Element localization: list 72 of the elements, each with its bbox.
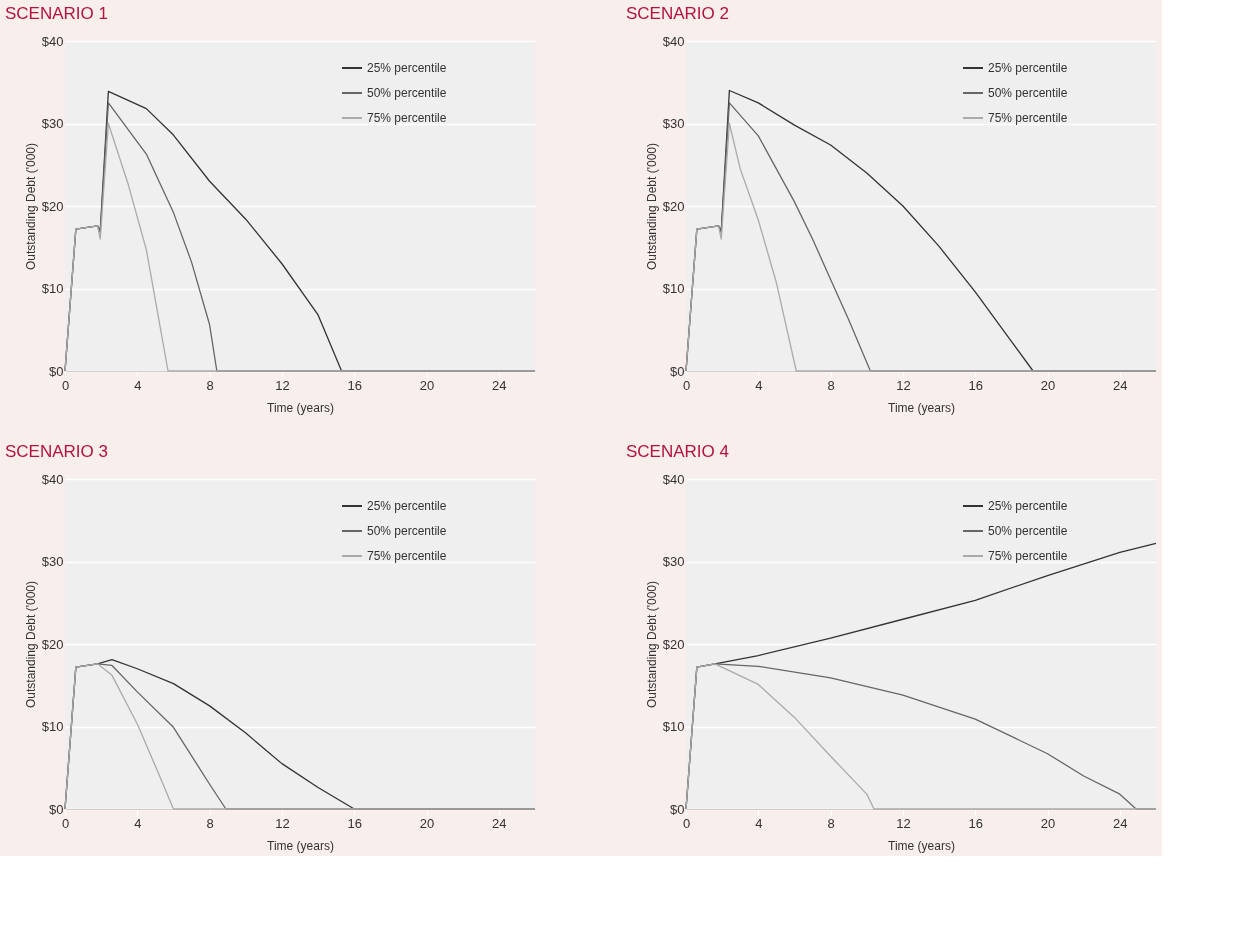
- y-tick-label: $30: [662, 554, 685, 569]
- x-tick-label: 12: [275, 377, 290, 393]
- legend-label: 75% percentile: [988, 549, 1068, 563]
- x-tick-label: 20: [1040, 377, 1056, 393]
- x-tick-label: 0: [61, 815, 70, 831]
- y-tick-label: $30: [41, 554, 64, 569]
- y-axis-title: Outstanding Debt ('000): [23, 142, 38, 271]
- x-tick-label: 0: [682, 815, 691, 831]
- x-tick-label: 24: [1113, 377, 1128, 393]
- legend-label: 50% percentile: [988, 86, 1068, 100]
- x-tick-label: 16: [347, 377, 362, 393]
- chart-title: SCENARIO 4: [626, 442, 729, 461]
- y-tick-label: $10: [662, 281, 685, 296]
- chart-title: SCENARIO 3: [5, 442, 108, 461]
- legend-label: 25% percentile: [367, 61, 447, 75]
- y-tick-label: $30: [662, 116, 685, 131]
- y-axis-title: Outstanding Debt ('000): [644, 142, 659, 271]
- chart-title: SCENARIO 1: [5, 4, 108, 23]
- x-tick-label: 12: [896, 377, 911, 393]
- y-tick-label: $20: [662, 636, 685, 652]
- y-tick-label: $10: [41, 719, 64, 734]
- y-tick-label: $0: [670, 363, 685, 379]
- x-axis-title: Time (years): [267, 400, 334, 415]
- x-tick-label: 4: [755, 815, 763, 831]
- x-tick-label: 0: [682, 377, 691, 393]
- y-tick-label: $40: [41, 471, 64, 487]
- chart-title: SCENARIO 2: [626, 4, 729, 23]
- x-axis-title: Time (years): [888, 838, 955, 853]
- x-tick-label: 4: [755, 377, 763, 393]
- x-tick-label: 8: [827, 377, 835, 393]
- legend-label: 50% percentile: [367, 524, 447, 538]
- y-tick-label: $40: [662, 471, 685, 487]
- x-tick-label: 12: [896, 815, 911, 831]
- y-tick-label: $30: [41, 116, 64, 131]
- y-axis-title: Outstanding Debt ('000): [644, 580, 659, 709]
- y-tick-label: $40: [41, 33, 64, 49]
- x-tick-label: 16: [968, 815, 983, 831]
- legend-label: 50% percentile: [367, 86, 447, 100]
- legend-label: 75% percentile: [988, 111, 1068, 125]
- legend-label: 75% percentile: [367, 549, 447, 563]
- x-tick-label: 8: [206, 815, 214, 831]
- x-tick-label: 16: [347, 815, 362, 831]
- y-tick-label: $0: [670, 801, 685, 817]
- legend-label: 25% percentile: [988, 499, 1068, 513]
- legend-label: 75% percentile: [367, 111, 447, 125]
- y-tick-label: $20: [41, 198, 64, 214]
- x-tick-label: 24: [492, 377, 507, 393]
- x-axis-title: Time (years): [888, 400, 955, 415]
- x-tick-label: 16: [968, 377, 983, 393]
- x-tick-label: 24: [1113, 815, 1128, 831]
- x-tick-label: 12: [275, 815, 290, 831]
- y-tick-label: $40: [662, 33, 685, 49]
- x-tick-label: 20: [419, 377, 435, 393]
- x-tick-label: 4: [134, 815, 142, 831]
- x-tick-label: 4: [134, 377, 142, 393]
- x-tick-label: 0: [61, 377, 70, 393]
- x-tick-label: 24: [492, 815, 507, 831]
- y-tick-label: $0: [49, 801, 64, 817]
- y-tick-label: $20: [41, 636, 64, 652]
- legend-label: 50% percentile: [988, 524, 1068, 538]
- x-tick-label: 8: [206, 377, 214, 393]
- y-tick-label: $20: [662, 198, 685, 214]
- x-axis-title: Time (years): [267, 838, 334, 853]
- y-axis-title: Outstanding Debt ('000): [23, 580, 38, 709]
- y-tick-label: $0: [49, 363, 64, 379]
- legend-label: 25% percentile: [988, 61, 1068, 75]
- y-tick-label: $10: [662, 719, 685, 734]
- x-tick-label: 20: [419, 815, 435, 831]
- x-tick-label: 8: [827, 815, 835, 831]
- y-tick-label: $10: [41, 281, 64, 296]
- x-tick-label: 20: [1040, 815, 1056, 831]
- legend-label: 25% percentile: [367, 499, 447, 513]
